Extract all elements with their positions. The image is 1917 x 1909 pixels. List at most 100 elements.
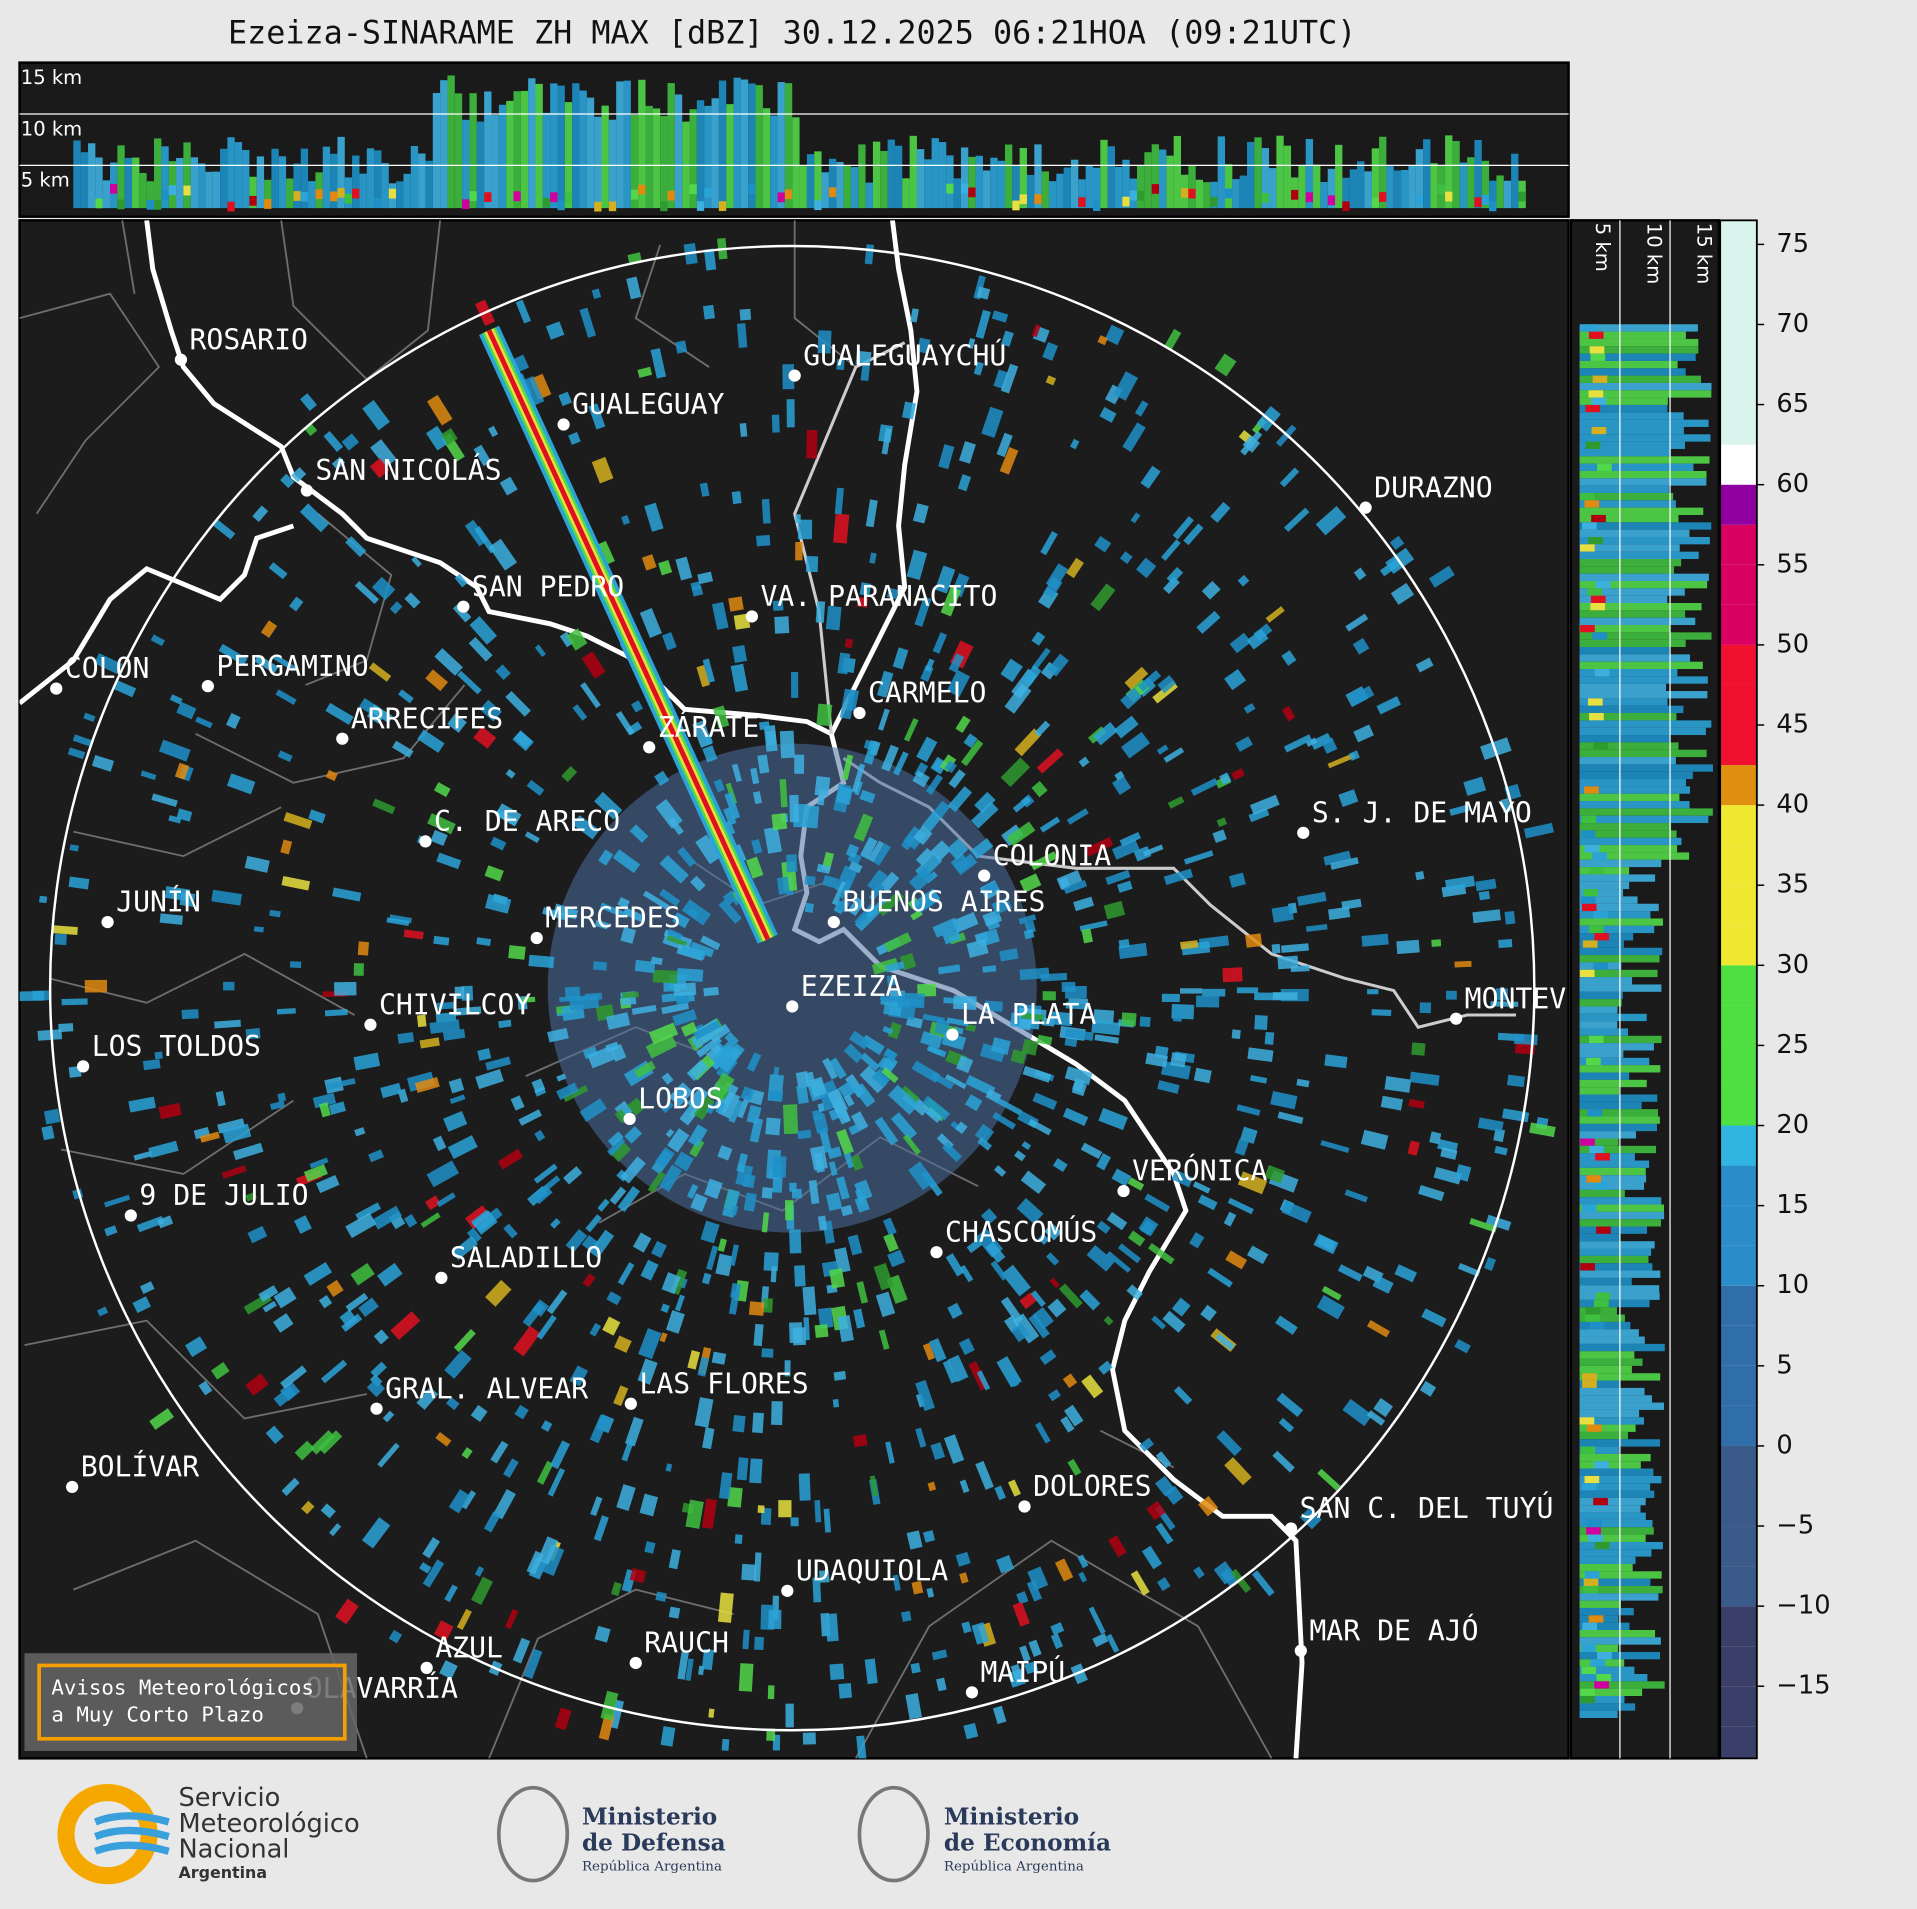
echo	[1094, 535, 1112, 553]
echo	[876, 670, 894, 698]
echo	[278, 156, 287, 209]
echo	[816, 863, 831, 874]
echo	[1127, 1230, 1146, 1247]
echo	[1327, 906, 1351, 921]
echo	[1151, 1315, 1167, 1330]
echo	[300, 393, 318, 411]
echo	[1579, 1255, 1649, 1264]
echo	[268, 562, 288, 580]
echo	[910, 1662, 921, 1674]
echo	[582, 1273, 596, 1288]
echo	[881, 428, 892, 455]
height-label: 15 km	[21, 66, 82, 89]
echo	[1327, 195, 1336, 206]
echo	[1231, 768, 1245, 781]
echo	[425, 1195, 441, 1211]
echo	[433, 1620, 454, 1641]
echo	[1338, 789, 1359, 808]
echo	[1579, 815, 1709, 824]
echo	[374, 150, 382, 209]
echo	[419, 1037, 440, 1049]
echo	[522, 996, 536, 1003]
echo	[330, 191, 338, 202]
echo	[651, 1240, 667, 1259]
echo	[1092, 201, 1101, 212]
echo	[639, 607, 662, 638]
echo	[586, 97, 595, 209]
echo	[982, 965, 997, 973]
echo	[1511, 153, 1519, 209]
warning-text[interactable]: a Muy Corto Plazo	[51, 1703, 264, 1727]
echo	[1579, 1035, 1662, 1044]
echo	[975, 309, 991, 339]
echo	[1210, 196, 1218, 207]
echo	[816, 703, 833, 727]
echo	[1579, 999, 1622, 1007]
echo	[1014, 1150, 1026, 1162]
echo	[470, 1404, 488, 1423]
echo	[1579, 1277, 1632, 1286]
echo	[1419, 1002, 1432, 1014]
echo	[1157, 1577, 1171, 1592]
echo	[690, 581, 702, 591]
echo	[1474, 139, 1482, 209]
echo	[1589, 1145, 1604, 1154]
colorbar-step	[1720, 1526, 1757, 1567]
echo	[693, 1020, 721, 1041]
echo	[212, 171, 221, 209]
echo	[1579, 1527, 1654, 1535]
echo	[666, 928, 683, 940]
echo	[273, 1286, 297, 1309]
echo	[540, 1544, 565, 1576]
warning-box[interactable]	[24, 1653, 357, 1752]
echo	[1298, 165, 1306, 209]
echo	[1097, 335, 1108, 346]
echo	[1030, 1290, 1046, 1307]
echo	[892, 1574, 901, 1591]
echo	[1590, 353, 1606, 361]
echo	[1579, 977, 1633, 985]
echo	[1579, 1131, 1636, 1139]
echo	[931, 1649, 948, 1661]
echo	[262, 1300, 277, 1313]
echo	[366, 148, 375, 209]
echo	[1237, 574, 1250, 587]
city-label: LAS FLORES	[639, 1367, 808, 1400]
echo	[334, 981, 357, 996]
echo	[474, 1566, 485, 1577]
echo	[771, 812, 788, 831]
echo	[938, 142, 947, 209]
echo	[1071, 1081, 1087, 1097]
colorbar-tick-label: 60	[1776, 469, 1809, 499]
echo	[245, 1191, 257, 1202]
echo	[1579, 1182, 1645, 1190]
echo	[1582, 1373, 1597, 1381]
warning-text[interactable]: Avisos Meteorológicos	[51, 1676, 314, 1700]
echo	[432, 1135, 447, 1152]
echo	[1579, 1351, 1635, 1359]
city-label: CARMELO	[868, 677, 986, 710]
echo	[814, 776, 831, 797]
echo	[791, 671, 799, 698]
echo	[833, 1370, 847, 1381]
echo	[777, 82, 785, 209]
city-label: UDAQUIOLA	[796, 1555, 948, 1588]
echo	[1320, 1140, 1350, 1153]
echo	[315, 189, 323, 199]
echo	[158, 739, 191, 762]
echo	[320, 1359, 348, 1384]
echo	[1366, 1320, 1391, 1338]
echo	[1361, 933, 1389, 947]
echo	[426, 1160, 460, 1188]
echo	[1579, 1226, 1648, 1234]
echo	[839, 1107, 851, 1123]
echo	[520, 90, 529, 209]
echo	[1588, 536, 1603, 545]
echo	[675, 340, 688, 354]
echo	[149, 1408, 174, 1430]
colorbar-step	[1720, 1205, 1757, 1246]
echo	[94, 653, 123, 675]
echo	[1594, 933, 1609, 941]
city-label: GUALEGUAY	[572, 388, 724, 421]
echo	[1489, 201, 1497, 212]
